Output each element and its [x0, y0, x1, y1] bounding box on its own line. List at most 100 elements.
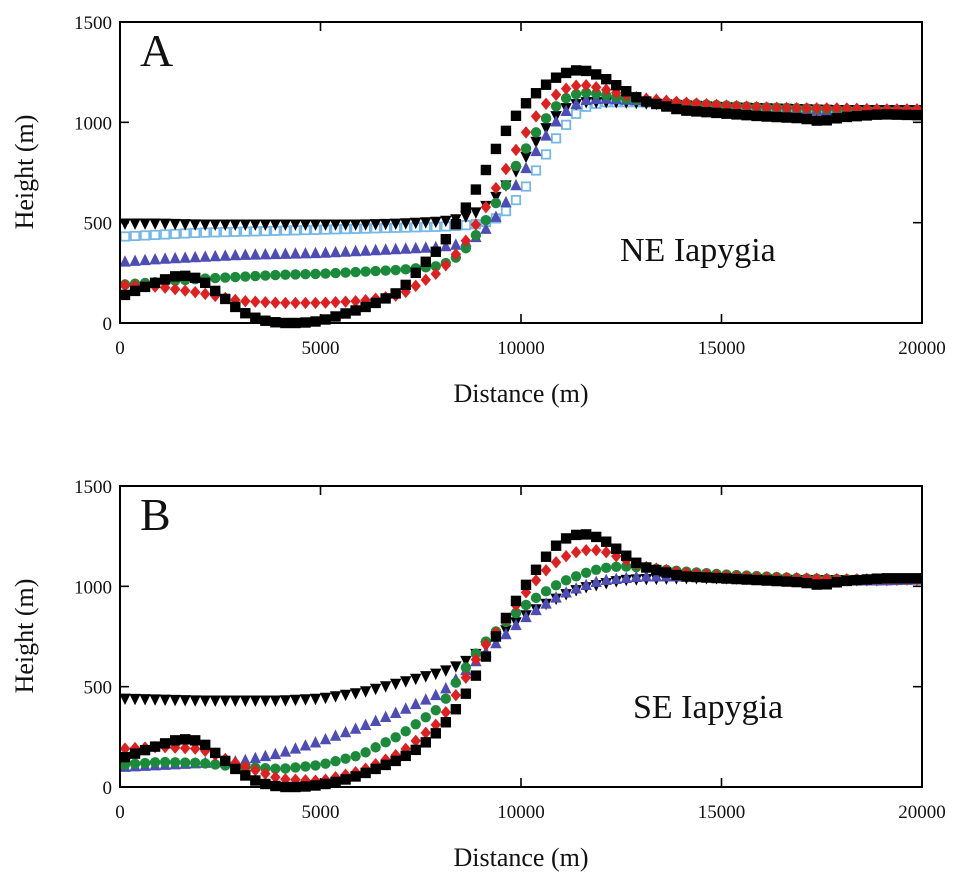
- data-point: [330, 311, 341, 322]
- data-point: [560, 104, 572, 116]
- data-point: [440, 239, 452, 252]
- data-point: [671, 569, 682, 581]
- data-point: [811, 115, 822, 126]
- data-point: [580, 544, 592, 557]
- data-point: [189, 757, 201, 768]
- data-point: [279, 247, 292, 259]
- data-point: [410, 697, 422, 710]
- data-point: [771, 111, 782, 123]
- data-point: [380, 293, 391, 304]
- data-point: [520, 599, 532, 611]
- data-point: [400, 726, 411, 737]
- data-point: [139, 744, 151, 756]
- data-point: [299, 219, 312, 231]
- data-point: [410, 719, 421, 730]
- data-point: [360, 266, 371, 277]
- data-point: [310, 780, 321, 791]
- data-point: [651, 98, 662, 110]
- data-point: [209, 219, 221, 231]
- data-point: [359, 686, 372, 698]
- data-point: [590, 564, 602, 575]
- data-point: [831, 113, 842, 124]
- data-point: [580, 79, 592, 92]
- data-point: [189, 285, 201, 299]
- data-point: [601, 536, 612, 547]
- series-4-square: [119, 529, 923, 793]
- data-point: [821, 572, 832, 586]
- data-point: [671, 103, 682, 115]
- data-point: [480, 200, 492, 214]
- data-point: [721, 573, 732, 584]
- data-point: [480, 651, 492, 662]
- data-point: [199, 695, 211, 707]
- data-point: [540, 564, 552, 577]
- data-point: [179, 219, 191, 231]
- data-point: [329, 729, 342, 741]
- data-point: [711, 107, 722, 119]
- data-point: [570, 582, 582, 594]
- data-point: [831, 577, 842, 588]
- data-point: [210, 759, 221, 770]
- data-point: [460, 655, 472, 668]
- data-point: [861, 110, 873, 121]
- x-tick-label: 5000: [302, 338, 340, 359]
- panel-b-ticks: 0 5000 10000 15000 20000 0 500 1000 1500: [74, 477, 946, 823]
- data-point: [329, 691, 342, 703]
- data-point: [149, 757, 161, 768]
- y-tick-label: 1000: [74, 577, 112, 598]
- data-point: [159, 218, 171, 230]
- data-point: [440, 693, 452, 704]
- data-point: [731, 109, 742, 120]
- data-point: [339, 219, 352, 231]
- data-point: [781, 101, 792, 115]
- data-point: [240, 271, 251, 282]
- data-point: [370, 742, 381, 753]
- data-point: [189, 272, 201, 284]
- data-point: [310, 268, 321, 280]
- data-point: [400, 676, 412, 688]
- data-point: [580, 87, 592, 98]
- data-point: [560, 93, 572, 104]
- data-point: [530, 144, 542, 157]
- data-point: [379, 681, 392, 693]
- x-tick-label: 5000: [302, 802, 340, 823]
- data-point: [260, 778, 271, 790]
- data-point: [580, 529, 592, 540]
- data-point: [420, 693, 432, 705]
- data-point: [891, 573, 903, 584]
- data-point: [621, 550, 632, 561]
- data-point: [360, 767, 371, 779]
- data-point: [129, 254, 141, 266]
- data-point: [289, 219, 302, 231]
- data-point: [811, 572, 822, 585]
- data-point: [270, 763, 281, 774]
- data-point: [200, 277, 211, 289]
- data-point: [189, 735, 201, 746]
- data-point: [510, 595, 522, 607]
- data-point: [480, 638, 492, 651]
- y-tick-label: 0: [103, 778, 113, 799]
- data-point: [530, 136, 542, 149]
- data-point: [400, 702, 412, 714]
- data-point: [320, 778, 331, 790]
- data-point: [189, 695, 201, 707]
- data-point: [500, 206, 512, 217]
- data-point: [129, 230, 141, 242]
- data-point: [299, 694, 312, 706]
- data-point: [199, 219, 211, 231]
- data-point: [761, 575, 772, 586]
- data-point: [430, 261, 441, 272]
- data-point: [510, 143, 522, 157]
- panel-a-ticks: 0 5000 10000 15000 20000 0 500 1000 1500: [74, 13, 946, 359]
- series-2-circle: [119, 561, 923, 774]
- data-point: [641, 562, 652, 573]
- data-point: [369, 683, 382, 696]
- data-point: [590, 69, 602, 80]
- data-point: [791, 112, 802, 124]
- data-point: [389, 218, 402, 230]
- data-point: [350, 305, 361, 316]
- data-point: [490, 143, 502, 155]
- data-point: [570, 65, 582, 76]
- x-tick-label: 0: [115, 338, 125, 359]
